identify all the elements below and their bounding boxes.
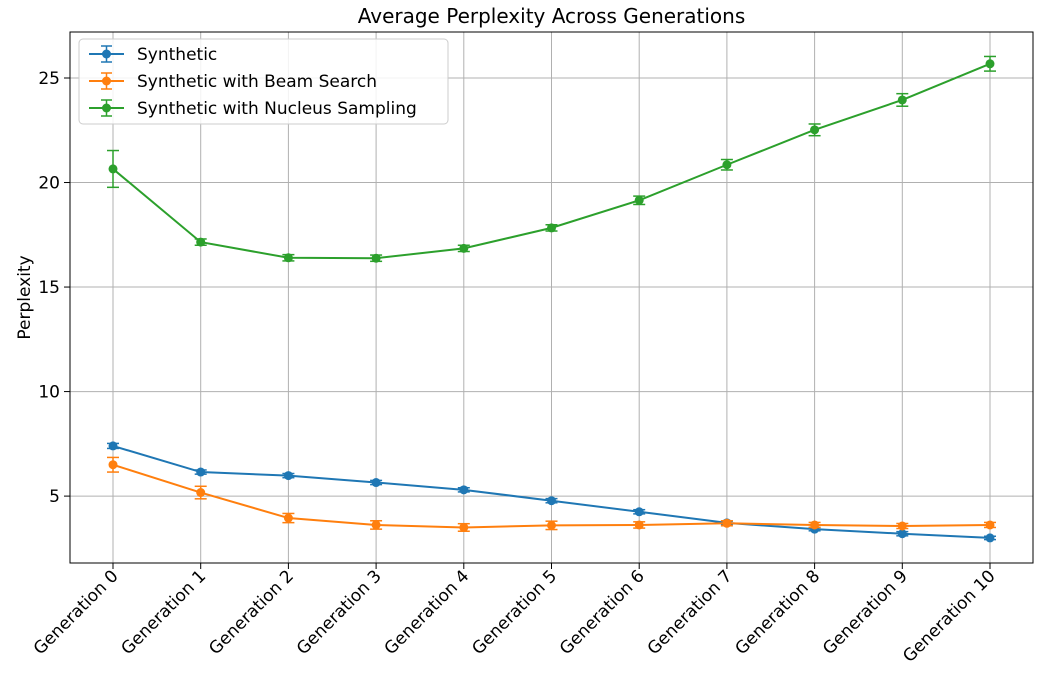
y-tick-label: 25 xyxy=(38,69,60,89)
x-tick-label: Generation 10 xyxy=(899,566,999,666)
chart-title: Average Perplexity Across Generations xyxy=(358,4,746,28)
x-tick-label: Generation 0 xyxy=(30,566,123,659)
x-tick-label: Generation 2 xyxy=(205,566,298,659)
data-point xyxy=(634,520,644,530)
data-point xyxy=(547,520,556,530)
x-tick-label: Generation 9 xyxy=(819,566,912,659)
x-tick-label: Generation 4 xyxy=(381,566,474,659)
data-point xyxy=(985,520,995,530)
y-tick-label: 5 xyxy=(49,487,60,507)
series-2 xyxy=(107,55,996,263)
data-point xyxy=(459,522,469,532)
legend-item: Synthetic with Beam Search xyxy=(89,72,377,92)
data-point xyxy=(897,529,907,539)
x-tick-label: Generation 8 xyxy=(731,566,824,659)
data-point xyxy=(108,460,118,470)
y-axis-label: Perplexity xyxy=(15,255,35,339)
data-point xyxy=(810,520,820,530)
data-point xyxy=(634,507,644,517)
data-point xyxy=(985,533,995,543)
data-point xyxy=(196,488,206,498)
series-1 xyxy=(107,456,996,532)
data-point xyxy=(722,160,732,170)
data-point xyxy=(371,520,381,530)
data-point xyxy=(547,496,556,506)
legend-item: Synthetic with Nucleus Sampling xyxy=(89,99,417,119)
y-tick-label: 15 xyxy=(38,278,60,298)
y-tick-label: 10 xyxy=(38,383,60,403)
data-point xyxy=(722,518,732,528)
data-point xyxy=(547,223,556,233)
legend-label: Synthetic xyxy=(137,45,217,65)
data-point xyxy=(459,485,469,495)
series-0 xyxy=(107,441,996,543)
data-point xyxy=(283,513,293,523)
x-tick-label: Generation 1 xyxy=(118,566,211,659)
data-point xyxy=(196,467,206,477)
x-tick-label: Generation 3 xyxy=(293,566,386,659)
data-point xyxy=(897,95,907,105)
data-point xyxy=(371,478,381,488)
data-point xyxy=(196,237,206,247)
legend-label: Synthetic with Beam Search xyxy=(137,72,377,92)
legend-marker xyxy=(102,76,111,86)
legend: Synthetic Synthetic with Beam Search Synth… xyxy=(78,38,449,125)
x-tick-label: Generation 6 xyxy=(556,566,649,659)
y-tick-label: 20 xyxy=(38,174,60,194)
data-point xyxy=(108,441,118,451)
data-point xyxy=(283,471,293,481)
data-point xyxy=(459,243,469,253)
data-point xyxy=(897,521,907,531)
x-tick-label: Generation 5 xyxy=(468,566,561,659)
series-layer xyxy=(107,55,996,543)
data-point xyxy=(985,59,995,69)
legend-box xyxy=(78,38,449,125)
data-point xyxy=(371,253,381,263)
data-point xyxy=(283,253,293,263)
data-point xyxy=(810,125,820,135)
grid-layer xyxy=(70,32,1033,563)
legend-marker xyxy=(102,49,111,59)
data-point xyxy=(634,195,644,205)
data-point xyxy=(108,164,118,174)
legend-label: Synthetic with Nucleus Sampling xyxy=(137,99,417,119)
legend-item: Synthetic xyxy=(89,45,217,65)
x-tick-label: Generation 7 xyxy=(644,566,737,659)
legend-marker xyxy=(102,103,111,113)
